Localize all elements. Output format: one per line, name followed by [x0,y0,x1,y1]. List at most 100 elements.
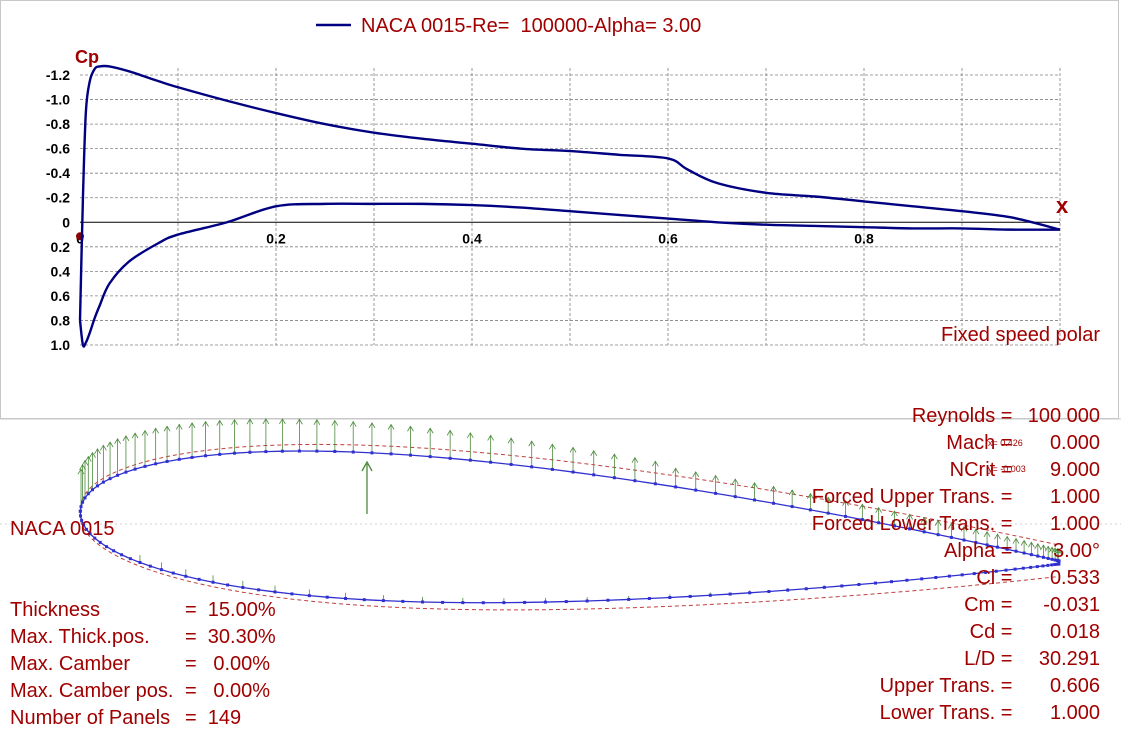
panel-node [653,482,657,486]
polar-row: Upper Trans. = 0.606 [812,673,1100,700]
pressure-vector-head [81,459,89,466]
pressure-vector-head [1040,544,1047,551]
panel-node [264,450,268,454]
panel-node [370,451,374,455]
panel-node [694,488,698,492]
polar-row-label: Alpha = [944,540,1018,562]
polar-row-label: L/D = [964,648,1018,670]
panel-node [362,598,366,602]
panel-node [116,473,120,477]
panel-node [509,462,513,466]
panel-node [171,571,175,575]
pressure-vector-head [77,468,85,475]
x-tick-label: 0.2 [266,230,286,246]
panel-node [290,592,294,596]
panel-node [297,449,301,453]
x-tick-label: 0.4 [462,230,482,246]
pressure-vector-head [349,420,357,427]
panel-node [1022,551,1026,555]
cursor-x-readout: x= 0.426 [988,438,1023,448]
panel-node [1053,558,1057,562]
panel-node [905,578,909,582]
legend-label: NACA 0015-Re= 100000-Alpha= 3.00 [361,15,701,37]
panel-node [93,536,97,540]
panel-node [984,570,988,574]
panel-node [325,595,329,599]
panel-node [159,568,163,572]
panel-node [530,465,534,469]
panel-node [448,456,452,460]
polar-row-label: Forced Lower Trans. = [811,513,1018,535]
pressure-vector-head [152,427,160,434]
panel-node [105,545,109,549]
panel-node [922,530,926,534]
y-tick-label: 0.4 [51,263,71,279]
panel-node [1057,559,1061,563]
panel-node [843,514,847,518]
panel-node [351,450,355,454]
foil-row-value: = 0.00% [185,680,271,702]
panel-node [165,459,169,463]
polar-row: Cm = -0.031 [812,592,1100,619]
cp-curves [78,64,1061,348]
panel-node [733,495,737,499]
panel-node [857,583,861,587]
polar-row: Forced Lower Trans. = 1.000 [812,511,1100,538]
pressure-vector-head [100,444,107,451]
y-tick-label: -0.2 [46,190,70,206]
panel-node [1057,562,1061,566]
polar-row-label: Lower Trans. = [879,702,1018,724]
polar-row-value: 9.000 [1049,459,1100,481]
pressure-vector-head [590,449,598,456]
polar-row-label: Forced Upper Trans. = [811,486,1018,508]
polar-row-label: Cd = [969,621,1018,643]
pressure-vector-head [407,425,414,432]
pressure-vector-head [216,419,224,426]
pressure-vector-head [262,418,270,425]
pressure-vector-head [202,420,209,427]
y-tick-label: -0.4 [46,165,70,181]
foil-row-label: Max. Camber [10,653,131,675]
pressure-vector-head [89,451,96,458]
polar-row-value: 0.533 [1049,567,1100,589]
polar-row-value: 3.00° [1053,540,1100,562]
foil-row: Thickness = 15.00% [10,597,276,624]
y-tick-label: -1.0 [46,92,70,108]
foil-row: Max. Thick.pos. = 30.30% [10,624,276,651]
panel-node [790,505,794,509]
upper-boundary-layer [80,443,1061,546]
pressure-vector-head [920,516,928,523]
panel-node [674,485,678,489]
y-tick-label: 0.2 [51,239,71,255]
panel-node [1004,568,1008,572]
polar-row: Cd = 0.018 [812,619,1100,646]
panel-node [461,601,465,605]
panel-node [307,594,311,598]
foil-info-block: NACA 0015 Thickness = 15.00% Max. Thick.po… [10,462,276,729]
panel-node [972,572,976,576]
pressure-vector-head [906,513,913,520]
panel-node [241,585,245,589]
panel-node [197,577,201,581]
panel-node [1053,562,1057,566]
panel-node [767,589,771,593]
panel-node [154,462,158,466]
pressure-vector-head [1048,546,1056,553]
polar-row-value: 1.000 [1049,702,1100,724]
panel-node [82,523,86,527]
lift-vector-head [361,460,373,472]
panel-node [138,560,142,564]
panel-node [962,538,966,542]
polar-row-value: -0.031 [1043,594,1100,616]
polar-row-label: Cl = [976,567,1018,589]
panel-node [502,601,506,605]
panel-node [1029,565,1033,569]
pressure-vector-head [1055,548,1062,555]
y-tick-label: 1.0 [51,337,71,353]
polar-row: Cl = 0.533 [812,565,1100,592]
panel-node [786,588,790,592]
panel-node [1029,553,1033,557]
panel-node [1021,566,1025,570]
polar-row-label: Cm = [964,594,1018,616]
panel-node [606,598,610,602]
